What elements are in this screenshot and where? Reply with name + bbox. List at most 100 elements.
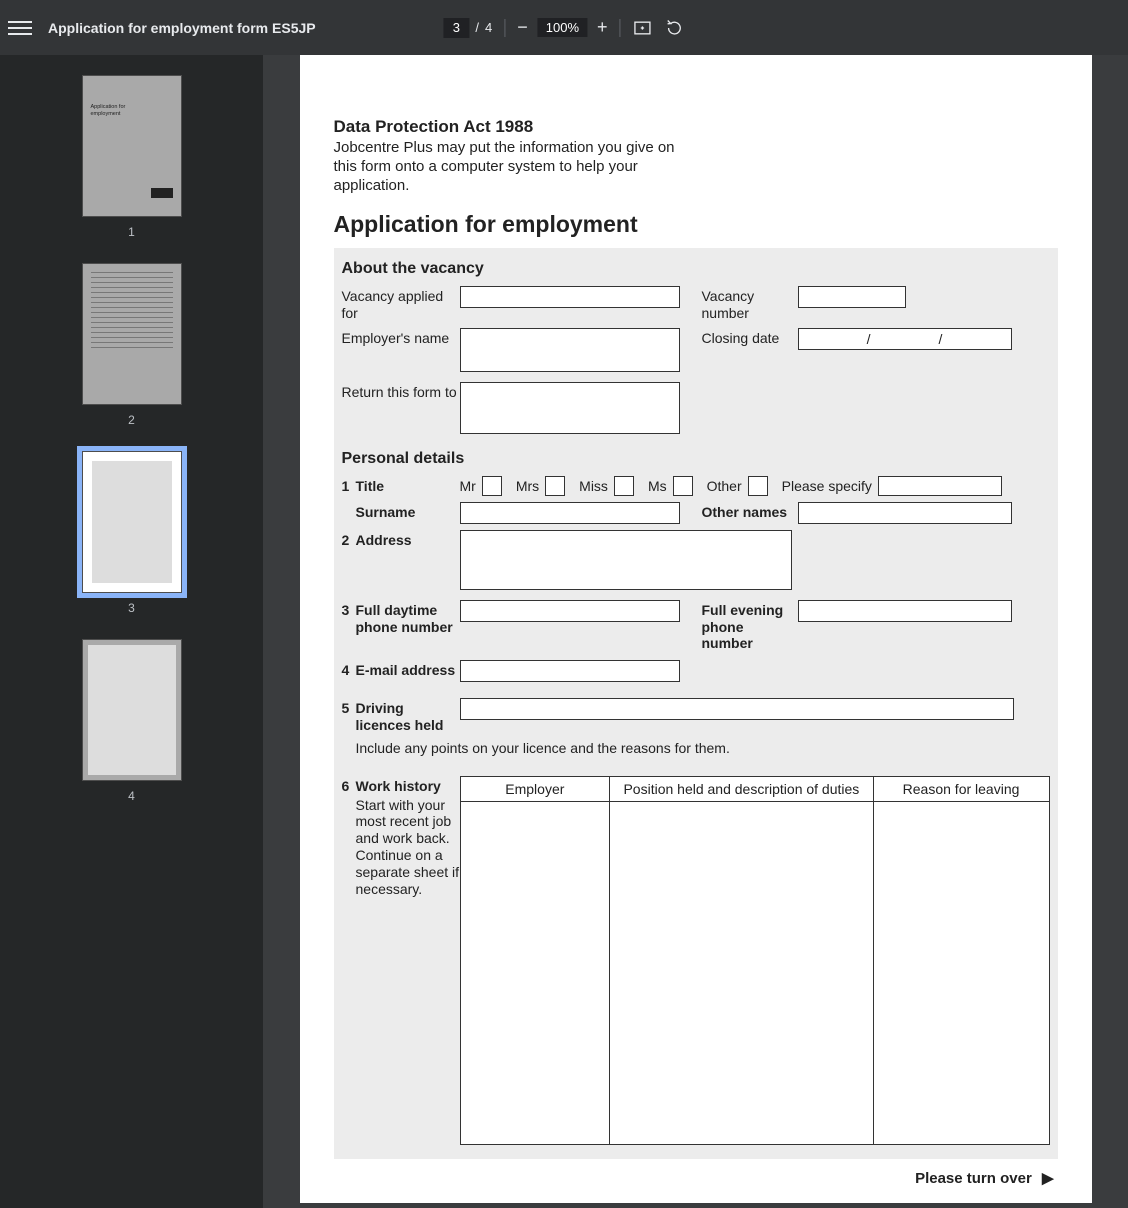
checkbox-miss[interactable] bbox=[614, 476, 634, 496]
thumbnail-sidebar: Application for employment 1 2 3 4 bbox=[0, 55, 263, 1208]
form-box: About the vacancy Vacancy applied for Va… bbox=[334, 248, 1058, 1159]
document-title: Application for employment form ES5JP bbox=[48, 20, 316, 36]
input-employers-name[interactable] bbox=[460, 328, 680, 372]
licence-note: Include any points on your licence and t… bbox=[356, 740, 1050, 756]
toolbar-center: / 4 − 100% + bbox=[443, 17, 684, 38]
work-history-table: Employer Position held and description o… bbox=[460, 776, 1050, 1145]
zoom-out-icon[interactable]: − bbox=[517, 17, 528, 38]
zoom-in-icon[interactable]: + bbox=[597, 17, 608, 38]
num-5: 5 bbox=[342, 698, 356, 716]
thumb-num-4: 4 bbox=[128, 789, 135, 803]
label-please-specify: Please specify bbox=[782, 478, 872, 494]
thumb-1-text: Application for employment bbox=[91, 104, 126, 118]
thumbnail-4[interactable] bbox=[82, 639, 182, 781]
opt-mr: Mr bbox=[460, 478, 476, 494]
page-viewer[interactable]: Data Protection Act 1988 Jobcentre Plus … bbox=[263, 55, 1128, 1208]
section-vacancy-heading: About the vacancy bbox=[342, 260, 1050, 278]
wt-head-position: Position held and description of duties bbox=[610, 777, 872, 802]
opt-mrs: Mrs bbox=[516, 478, 539, 494]
separator bbox=[504, 19, 505, 37]
checkbox-mrs[interactable] bbox=[545, 476, 565, 496]
row-phones: 3 Full daytime phone number Full evening… bbox=[342, 600, 1050, 652]
dpa-text: Jobcentre Plus may put the information y… bbox=[334, 139, 694, 195]
num-3: 3 bbox=[342, 600, 356, 618]
rcol-evening: Full evening phone number bbox=[702, 600, 1012, 652]
row-surname: Surname Other names bbox=[342, 502, 1050, 524]
zoom-value: 100% bbox=[538, 18, 587, 37]
turn-over-note: Please turn over ▶ bbox=[334, 1159, 1058, 1193]
main-area: Application for employment 1 2 3 4 Data … bbox=[0, 55, 1128, 1208]
work-history-title: Work history bbox=[356, 778, 441, 794]
rotate-icon[interactable] bbox=[665, 18, 685, 38]
thumbnail-1[interactable]: Application for employment bbox=[82, 75, 182, 217]
rcol-closing-date: Closing date / / bbox=[702, 328, 1012, 350]
application-heading: Application for employment bbox=[334, 211, 1058, 238]
page-indicator: / 4 bbox=[443, 18, 492, 38]
input-evening-phone[interactable] bbox=[798, 600, 1012, 622]
thumb-preview-icon bbox=[88, 457, 176, 587]
input-address[interactable] bbox=[460, 530, 792, 590]
separator bbox=[620, 19, 621, 37]
label-closing-date: Closing date bbox=[702, 328, 798, 347]
row-work-history: 6 Work history Start with your most rece… bbox=[342, 776, 1050, 1145]
label-surname: Surname bbox=[356, 502, 460, 521]
row-employers-name: Employer's name Closing date / / bbox=[342, 328, 1050, 372]
arrow-right-icon: ▶ bbox=[1042, 1169, 1054, 1187]
thumbnail-2[interactable] bbox=[82, 263, 182, 405]
label-title: Title bbox=[356, 476, 460, 495]
num-1: 1 bbox=[342, 476, 356, 494]
checkbox-mr[interactable] bbox=[482, 476, 502, 496]
input-return-to[interactable] bbox=[460, 382, 680, 434]
pdf-toolbar: Application for employment form ES5JP / … bbox=[0, 0, 1128, 55]
thumb-logo-icon bbox=[151, 188, 173, 198]
opt-other: Other bbox=[707, 478, 742, 494]
row-return-to: Return this form to bbox=[342, 382, 1050, 434]
num-6: 6 bbox=[342, 776, 356, 794]
row-title: 1 Title Mr Mrs Miss Ms Other Please spec… bbox=[342, 476, 1050, 496]
thumbnail-3[interactable] bbox=[82, 451, 182, 593]
fit-page-icon[interactable] bbox=[633, 18, 653, 38]
opt-ms: Ms bbox=[648, 478, 667, 494]
wt-col-position: Position held and description of duties bbox=[610, 777, 873, 1144]
label-other-names: Other names bbox=[702, 502, 798, 521]
num-4: 4 bbox=[342, 660, 356, 678]
label-employers-name: Employer's name bbox=[342, 328, 460, 347]
thumb-preview-icon bbox=[88, 645, 176, 775]
wt-head-reason: Reason for leaving bbox=[874, 777, 1049, 802]
thumb-lines-icon bbox=[91, 272, 173, 396]
checkbox-ms[interactable] bbox=[673, 476, 693, 496]
menu-icon[interactable] bbox=[8, 16, 32, 40]
input-specify[interactable] bbox=[878, 476, 1002, 496]
wt-col-reason: Reason for leaving bbox=[874, 777, 1049, 1144]
row-email: 4 E-mail address bbox=[342, 660, 1050, 682]
page-total: 4 bbox=[485, 20, 492, 35]
rcol-vacancy-number: Vacancy number bbox=[702, 286, 906, 322]
num-2: 2 bbox=[342, 530, 356, 548]
label-vacancy-applied: Vacancy applied for bbox=[342, 286, 460, 322]
input-licence[interactable] bbox=[460, 698, 1014, 720]
input-other-names[interactable] bbox=[798, 502, 1012, 524]
date-slash-2: / bbox=[939, 331, 943, 347]
page-input[interactable] bbox=[443, 18, 469, 38]
label-vacancy-number: Vacancy number bbox=[702, 286, 798, 322]
thumb-num-1: 1 bbox=[128, 225, 135, 239]
row-vacancy-applied: Vacancy applied for Vacancy number bbox=[342, 286, 1050, 322]
date-slash-1: / bbox=[867, 331, 871, 347]
input-vacancy-applied[interactable] bbox=[460, 286, 680, 308]
opt-miss: Miss bbox=[579, 478, 608, 494]
work-history-note: Start with your most recent job and work… bbox=[356, 797, 460, 898]
section-personal-heading: Personal details bbox=[342, 450, 1050, 468]
dpa-heading: Data Protection Act 1988 bbox=[334, 117, 1058, 137]
input-vacancy-number[interactable] bbox=[798, 286, 906, 308]
input-closing-date[interactable]: / / bbox=[798, 328, 1012, 350]
thumb-num-2: 2 bbox=[128, 413, 135, 427]
label-work-history: Work history Start with your most recent… bbox=[356, 776, 460, 898]
input-surname[interactable] bbox=[460, 502, 680, 524]
input-daytime-phone[interactable] bbox=[460, 600, 680, 622]
title-options: Mr Mrs Miss Ms Other Please specify bbox=[460, 476, 1002, 496]
label-address: Address bbox=[356, 530, 460, 549]
turn-over-text: Please turn over bbox=[915, 1170, 1032, 1187]
thumb-num-3: 3 bbox=[128, 601, 135, 615]
checkbox-other[interactable] bbox=[748, 476, 768, 496]
input-email[interactable] bbox=[460, 660, 680, 682]
